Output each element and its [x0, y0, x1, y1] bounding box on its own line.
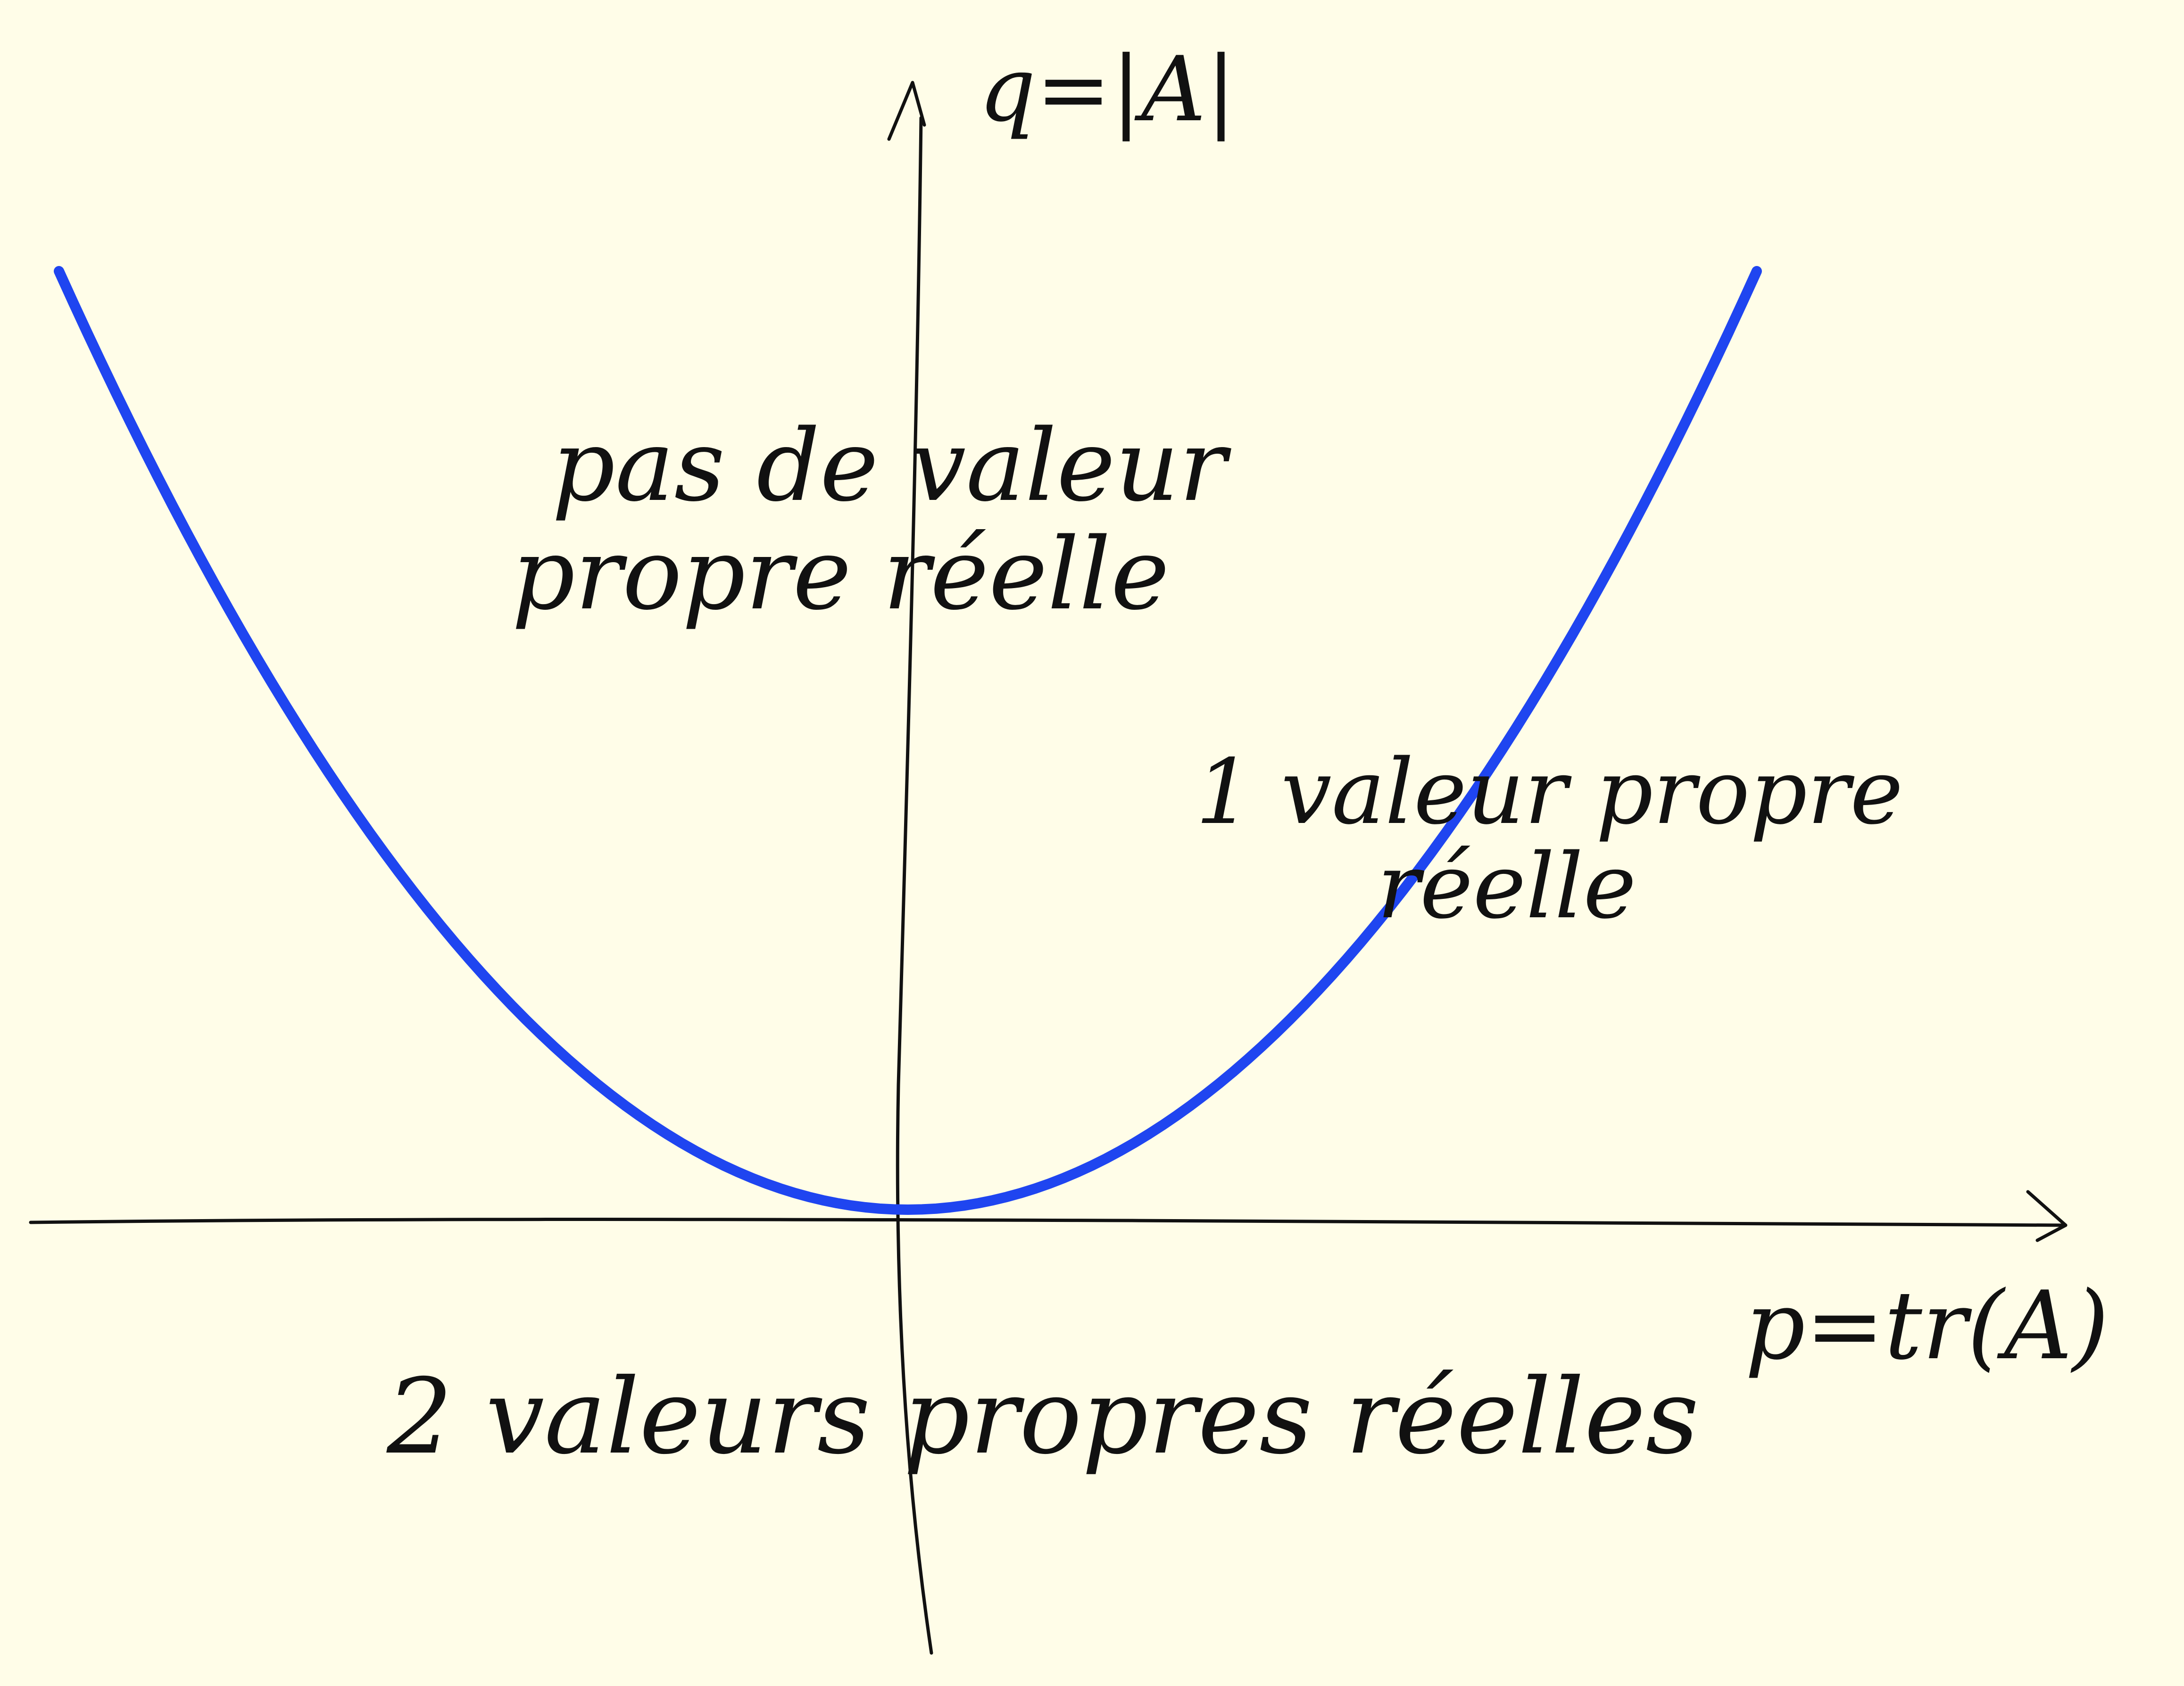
x-axis [29, 1218, 2068, 1227]
region-none-line1: pas de valeur [552, 408, 1231, 523]
y-axis [896, 116, 933, 1655]
region-one-line1: 1 valeur propre [1196, 740, 1903, 844]
region-two-label: 2 valeurs propres réelles [386, 1356, 1699, 1477]
y-axis-label: q=|A| [979, 37, 1236, 141]
y-axis-arrowhead [887, 81, 926, 141]
parabola-curve [54, 266, 1762, 1215]
region-none-line2: propre réelle [512, 516, 1170, 632]
x-axis-arrowhead [2026, 1190, 2068, 1242]
x-axis-label: p=tr(A) [1745, 1271, 2109, 1381]
region-one-line2: réelle [1377, 834, 1636, 939]
